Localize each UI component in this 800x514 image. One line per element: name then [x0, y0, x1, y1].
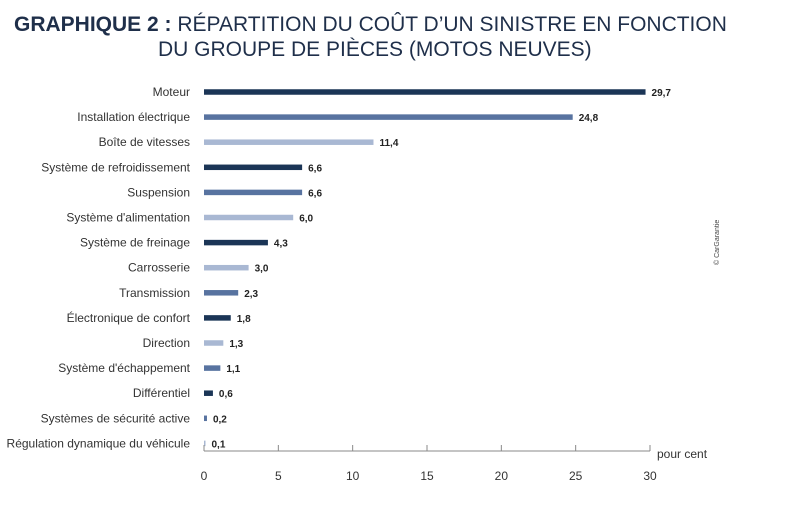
- x-axis-unit-label: pour cent: [657, 447, 708, 461]
- category-label: Différentiel: [133, 386, 190, 400]
- value-label: 3,0: [255, 264, 269, 275]
- value-label: 1,1: [226, 364, 240, 375]
- value-label: 11,4: [379, 138, 398, 149]
- value-label: 4,3: [274, 239, 288, 250]
- bar: [204, 440, 206, 447]
- value-label: 1,8: [237, 314, 251, 325]
- bar: [204, 114, 573, 120]
- value-label: 24,8: [579, 113, 599, 124]
- x-tick-label: 5: [275, 469, 282, 483]
- x-tick-label: 10: [346, 469, 360, 483]
- category-label: Transmission: [119, 286, 190, 300]
- title-line-2: DU GROUPE DE PIÈCES (MOTOS NEUVES): [158, 38, 592, 61]
- bar: [204, 365, 221, 371]
- x-tick-label: 15: [420, 469, 434, 483]
- category-label: Carrosserie: [128, 261, 190, 275]
- value-label: 0,2: [213, 414, 227, 425]
- category-label: Système de refroidissement: [41, 160, 190, 174]
- bar: [204, 264, 249, 271]
- category-label: Systèmes de sécurité active: [41, 411, 191, 425]
- value-label: 6,0: [299, 214, 313, 225]
- x-tick-label: 25: [569, 469, 583, 483]
- category-label: Suspension: [127, 185, 190, 199]
- value-label: 1,3: [229, 339, 243, 350]
- category-label: Installation électrique: [77, 110, 190, 124]
- bar: [204, 290, 239, 296]
- bar: [204, 214, 294, 221]
- bar: [204, 315, 231, 321]
- value-label: 2,3: [244, 289, 258, 300]
- category-label: Régulation dynamique du véhicule: [7, 436, 191, 450]
- category-label: Système de freinage: [80, 236, 190, 250]
- bar: [204, 340, 224, 346]
- bar: [204, 189, 303, 196]
- title-line-1: GRAPHIQUE 2 : RÉPARTITION DU COÛT D’UN S…: [14, 12, 727, 37]
- credit-label: © CarGarantie: [713, 220, 721, 265]
- bars-layer: Moteur 29,7 Installation électrique 24,8 Boî…: [7, 85, 672, 450]
- value-label: 0,1: [212, 439, 226, 450]
- value-label: 0,6: [219, 389, 233, 400]
- bar: [204, 239, 268, 246]
- value-label: 6,6: [308, 188, 322, 199]
- category-label: Électronique de confort: [67, 310, 191, 325]
- bar: [204, 89, 646, 95]
- category-label: Système d'alimentation: [66, 211, 190, 225]
- title-text-1: RÉPARTITION DU COÛT D’UN SINISTRE EN FON…: [171, 13, 727, 36]
- bar: [204, 164, 303, 171]
- bar: [204, 139, 374, 145]
- value-label: 6,6: [308, 163, 322, 174]
- category-label: Système d'échappement: [58, 361, 190, 375]
- title-label: GRAPHIQUE 2 :: [14, 13, 172, 36]
- x-tick-label: 20: [495, 469, 509, 483]
- chart-title: GRAPHIQUE 2 : RÉPARTITION DU COÛT D’UN S…: [14, 12, 727, 62]
- bar: [204, 390, 213, 396]
- bar: [204, 415, 207, 422]
- category-label: Boîte de vitesses: [99, 135, 190, 149]
- x-tick-label: 0: [201, 469, 208, 483]
- value-label: 29,7: [652, 88, 672, 99]
- x-tick-label: 30: [643, 469, 657, 483]
- category-label: Moteur: [153, 85, 190, 99]
- category-label: Direction: [143, 336, 190, 350]
